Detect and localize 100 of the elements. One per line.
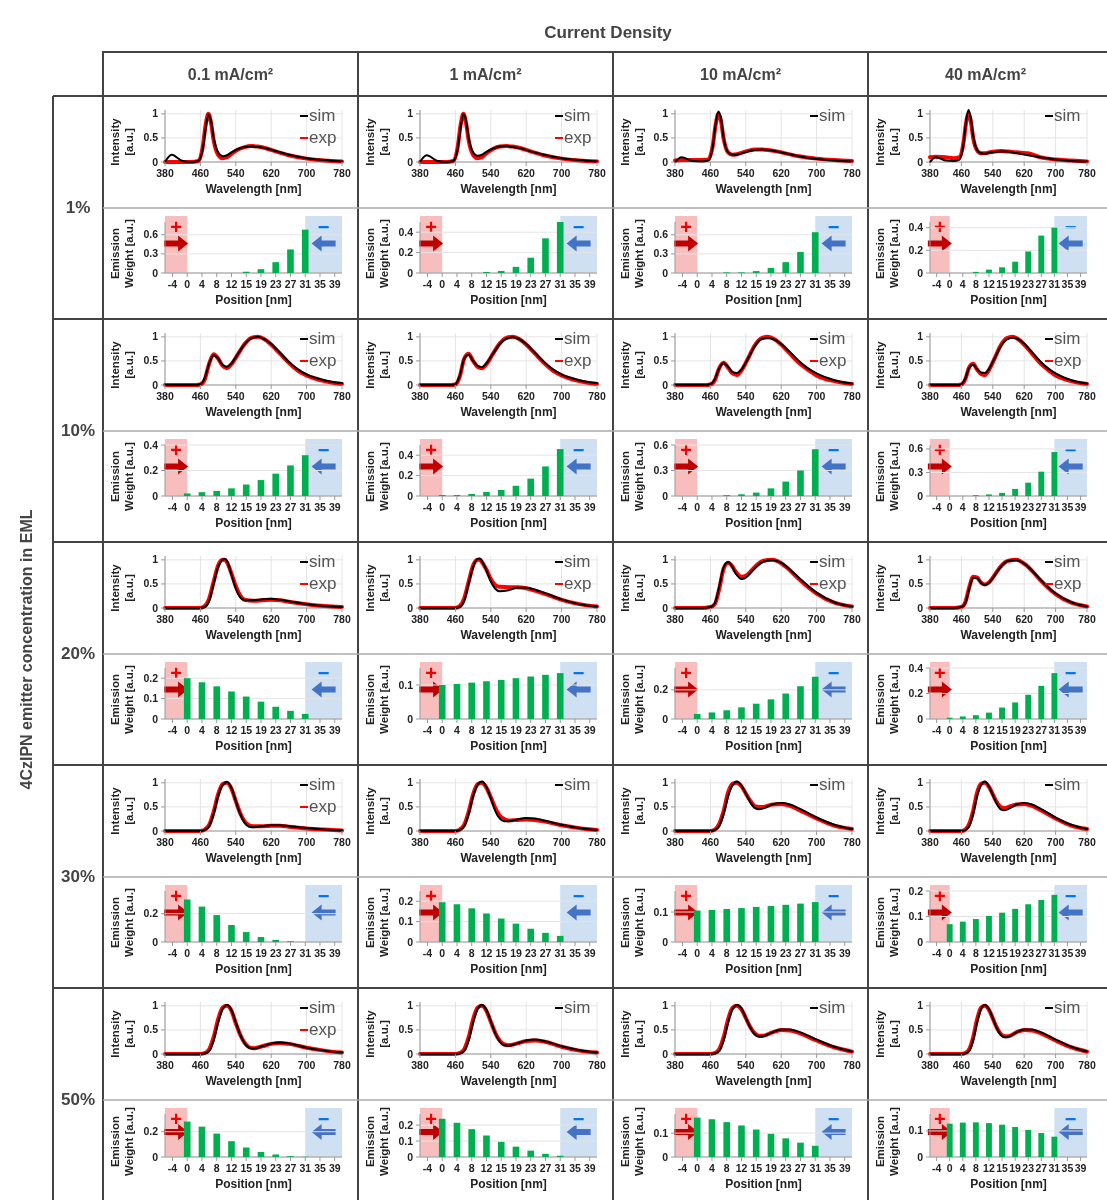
x-tick-label: 780	[1078, 836, 1096, 848]
x-tick-label: 12	[225, 501, 238, 513]
x-tick-label: 27	[284, 724, 297, 736]
x-tick-label: 4	[709, 1162, 716, 1174]
x-tick-label: 23	[779, 1162, 792, 1174]
x-tick-label: 620	[1015, 167, 1034, 179]
x-tick-label: 540	[984, 613, 1002, 625]
x-tick-label: 19	[510, 501, 522, 513]
x-tick-label: 12	[735, 724, 748, 736]
x-tick-label: 8	[723, 501, 730, 513]
y-tick-label: 0.2	[398, 1118, 414, 1131]
x-tick-label: 35	[1061, 947, 1074, 959]
x-tick-label: 39	[838, 947, 851, 959]
x-tick-label: 15	[240, 947, 253, 959]
x-tick-label: 380	[411, 167, 429, 179]
x-tick-label: 540	[984, 167, 1002, 179]
x-tick-label: 27	[794, 278, 807, 290]
x-tick-label: 8	[723, 278, 730, 290]
x-tick-label: 460	[701, 836, 720, 848]
x-tick-label: -4	[677, 947, 688, 959]
x-tick-label: 15	[240, 724, 253, 736]
band-label: +	[680, 1108, 692, 1130]
legend-label: sim	[1054, 329, 1081, 348]
x-tick-label: 460	[952, 1059, 971, 1071]
x-tick-label: 4	[199, 278, 206, 290]
y-axis-title: Intensity [a.u.]	[619, 117, 645, 166]
y-tick-label: 1	[407, 107, 414, 120]
x-axis-title: Wavelength [nm]	[460, 1074, 557, 1088]
x-tick-label: 780	[588, 167, 606, 179]
y-axis-title: Emission Weight [a.u.]	[364, 1106, 390, 1176]
x-tick-label: 15	[996, 1162, 1009, 1174]
legend-label: exp	[1054, 574, 1082, 593]
y-tick-label: 0	[917, 601, 924, 614]
y-tick-label: 0.2	[908, 687, 924, 699]
x-tick-label: 8	[213, 501, 220, 513]
y-axis-title: Intensity [a.u.]	[619, 563, 645, 612]
y-tick-label: 1	[662, 330, 669, 343]
y-tick-label: 0.5	[908, 354, 924, 367]
y-tick-label: 0.1	[398, 915, 414, 928]
x-tick-label: 15	[495, 947, 508, 959]
x-tick-label: 460	[952, 390, 971, 402]
legend-label: sim	[819, 106, 846, 125]
y-tick-label: 0.1	[653, 905, 669, 918]
legend-label: exp	[564, 128, 592, 147]
x-tick-label: 4	[454, 724, 461, 736]
legend-label: sim	[309, 998, 336, 1017]
x-tick-label: 780	[843, 390, 861, 402]
x-tick-label: 12	[480, 501, 493, 513]
legend-label: sim	[309, 106, 336, 125]
x-tick-label: 700	[1046, 390, 1065, 402]
text: 10%	[60, 421, 96, 440]
x-tick-label: 27	[1035, 724, 1048, 736]
legend-label: sim	[819, 552, 846, 571]
x-tick-label: 620	[517, 613, 536, 625]
x-tick-label: 23	[269, 278, 282, 290]
x-tick-label: 380	[411, 836, 429, 848]
text: Current Density	[544, 23, 673, 42]
x-tick-label: 19	[510, 724, 522, 736]
x-tick-label: 15	[240, 501, 253, 513]
x-tick-label: 23	[269, 724, 282, 736]
x-tick-label: 15	[996, 947, 1009, 959]
y-axis-title: Intensity [a.u.]	[109, 340, 135, 389]
x-tick-label: 0	[946, 947, 953, 959]
x-tick-label: 27	[539, 278, 552, 290]
x-tick-label: 35	[314, 278, 326, 290]
y-axis-title: Intensity [a.u.]	[619, 340, 645, 389]
x-tick-label: 700	[807, 836, 826, 848]
x-tick-label: 39	[328, 1162, 341, 1174]
y-axis-title: Intensity [a.u.]	[364, 117, 390, 166]
x-axis-title: Wavelength [nm]	[460, 628, 557, 642]
legend-label: sim	[819, 998, 846, 1017]
y-tick-label: 0.2	[143, 671, 159, 684]
x-tick-label: 0	[184, 724, 191, 736]
y-tick-label: 0.5	[398, 577, 414, 590]
band-label: −	[572, 1108, 585, 1130]
x-tick-label: 620	[262, 836, 281, 848]
x-tick-label: 0	[694, 724, 701, 736]
y-tick-label: 0	[662, 601, 669, 614]
y-tick-label: 0.2	[398, 246, 414, 259]
y-tick-label: 0.1	[653, 1126, 669, 1139]
x-axis-title: Position [nm]	[725, 293, 802, 307]
x-tick-label: 12	[480, 724, 493, 736]
band-label: +	[680, 662, 692, 684]
x-tick-label: 35	[824, 1162, 836, 1174]
legend-label: exp	[564, 574, 592, 593]
x-tick-label: 35	[824, 724, 836, 736]
x-tick-label: 8	[213, 947, 220, 959]
x-tick-label: 8	[468, 501, 475, 513]
x-tick-label: 31	[1048, 1162, 1061, 1174]
x-tick-label: 4	[959, 1162, 966, 1174]
x-tick-label: 39	[328, 947, 341, 959]
x-tick-label: 540	[984, 1059, 1002, 1071]
x-tick-label: 39	[583, 947, 596, 959]
x-tick-label: 31	[809, 501, 822, 513]
y-tick-label: 0	[662, 378, 669, 391]
legend-label: exp	[309, 128, 337, 147]
x-tick-label: 12	[735, 1162, 748, 1174]
legend-label: exp	[309, 351, 337, 370]
x-tick-label: 27	[539, 501, 552, 513]
y-tick-label: 0	[917, 378, 924, 391]
